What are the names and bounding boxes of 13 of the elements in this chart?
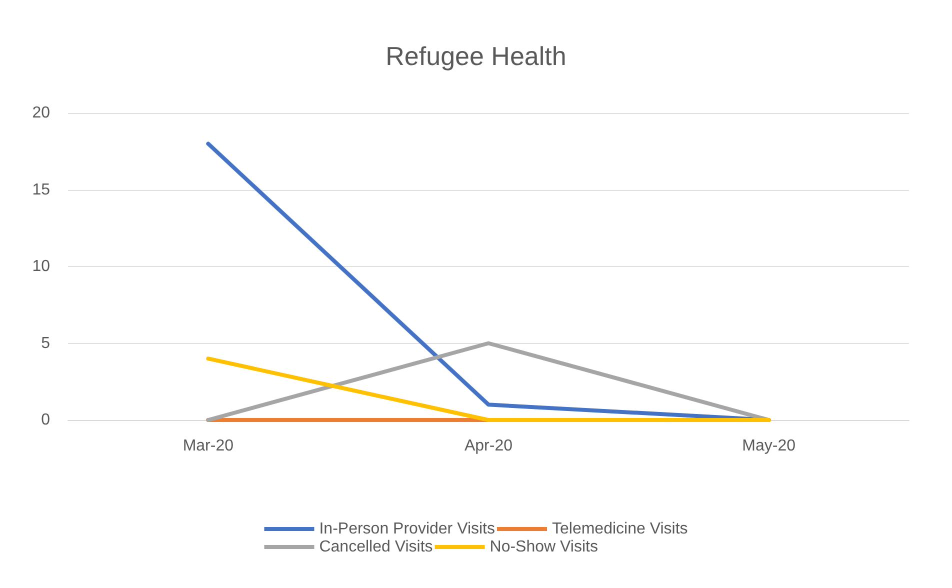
y-tick-label: 10 [32,258,50,275]
y-tick-label: 15 [32,181,50,198]
chart-title: Refugee Health [386,41,566,71]
y-tick-label: 5 [41,334,50,352]
y-tick-label: 20 [32,104,50,122]
legend-label: Telemedicine Visits [552,520,688,538]
legend-label: No-Show Visits [490,538,598,556]
legend-label: Cancelled Visits [319,538,433,556]
y-tick-label: 0 [41,412,50,428]
x-tick-label: Mar-20 [182,438,234,454]
legend-label: In-Person Provider Visits [319,520,496,538]
x-tick-label: Apr-20 [464,438,513,454]
x-tick-label: May-20 [742,438,796,454]
